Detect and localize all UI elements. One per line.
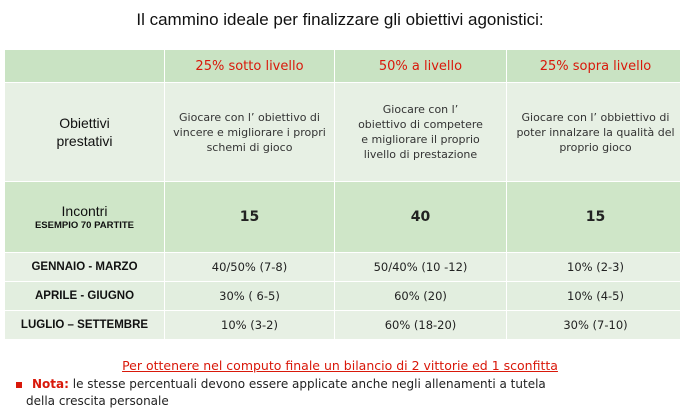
row-label-luglio-settembre: LUGLIO – SETTEMBRE	[4, 310, 165, 340]
header-sotto-livello: 25% sotto livello	[164, 49, 335, 83]
incontri-sotto: 15	[164, 181, 335, 253]
header-a-livello: 50% a livello	[334, 49, 507, 83]
nota-text: le stesse percentuali devono essere appl…	[68, 377, 546, 391]
cell-gennaio-sopra: 10% (2-3)	[506, 252, 680, 282]
table-row-aprile-giugno: APRILE - GIUGNO 30% ( 6-5) 60% (20) 10% …	[4, 281, 680, 311]
incontri-a-livello: 40	[334, 181, 507, 253]
cell-luglio-sopra: 30% (7-10)	[506, 310, 680, 340]
cell-aprile-sotto: 30% ( 6-5)	[164, 281, 335, 311]
cell-gennaio-sotto: 40/50% (7-8)	[164, 252, 335, 282]
incontri-sublabel: ESEMPIO 70 PARTITE	[34, 220, 135, 231]
row-label-gennaio-marzo: GENNAIO - MARZO	[4, 252, 165, 282]
cell-obiettivo-a-livello: Giocare con l’ obiettivo di competere e …	[334, 82, 507, 182]
incontri-sopra: 15	[506, 181, 680, 253]
page-title: Il cammino ideale per finalizzare gli ob…	[136, 10, 544, 29]
incontri-label: Incontri	[61, 203, 108, 219]
table-row-incontri: Incontri ESEMPIO 70 PARTITE 15 40 15	[4, 181, 680, 253]
row-label-incontri: Incontri ESEMPIO 70 PARTITE	[4, 181, 165, 253]
row-label-aprile-giugno: APRILE - GIUGNO	[4, 281, 165, 311]
table-row-luglio-settembre: LUGLIO – SETTEMBRE 10% (3-2) 60% (18-20)…	[4, 310, 680, 340]
table-header-row: 25% sotto livello 50% a livello 25% sopr…	[4, 49, 680, 83]
cell-gennaio-a-livello: 50/40% (10 -12)	[334, 252, 507, 282]
bilancio-note: Per ottenere nel computo finale un bilan…	[122, 358, 558, 373]
row-label-obiettivi: Obiettivi prestativi	[4, 82, 165, 182]
nota-label: Nota:	[32, 377, 69, 391]
bullet-icon	[16, 381, 22, 388]
table-row-gennaio-marzo: GENNAIO - MARZO 40/50% (7-8) 50/40% (10 …	[4, 252, 680, 282]
cell-obiettivo-sopra: Giocare con l’ obbiettivo di poter innal…	[506, 82, 680, 182]
cell-aprile-a-livello: 60% (20)	[334, 281, 507, 311]
table-row-obiettivi: Obiettivi prestativi Giocare con l’ obie…	[4, 82, 680, 182]
header-cell-empty	[4, 49, 165, 83]
cell-luglio-a-livello: 60% (18-20)	[334, 310, 507, 340]
objectives-table: 25% sotto livello 50% a livello 25% sopr…	[4, 49, 680, 340]
cell-luglio-sotto: 10% (3-2)	[164, 310, 335, 340]
nota-paragraph: Nota: le stesse percentuali devono esser…	[16, 376, 680, 410]
cell-aprile-sopra: 10% (4-5)	[506, 281, 680, 311]
header-sopra-livello: 25% sopra livello	[506, 49, 680, 83]
cell-obiettivo-sotto: Giocare con l’ obiettivo di vincere e mi…	[164, 82, 335, 182]
nota-text-continuation: della crescita personale	[26, 394, 169, 408]
